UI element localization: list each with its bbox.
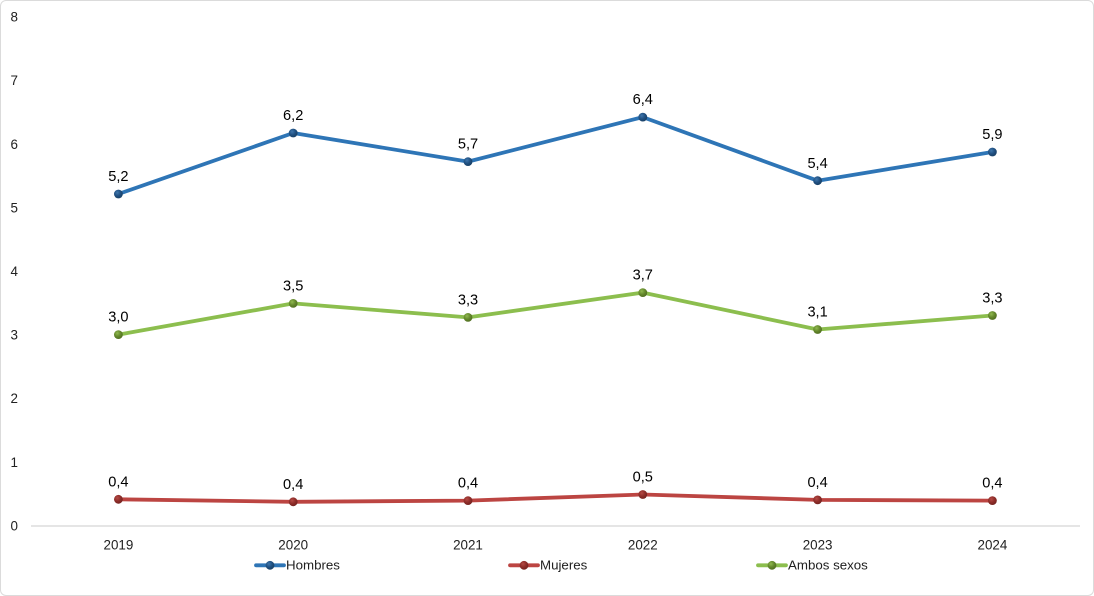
- svg-text:5,9: 5,9: [982, 127, 1002, 143]
- svg-text:0: 0: [11, 518, 18, 533]
- svg-text:5,4: 5,4: [807, 156, 827, 172]
- svg-text:3: 3: [11, 328, 18, 343]
- svg-text:1: 1: [11, 455, 18, 470]
- svg-text:8: 8: [11, 10, 18, 25]
- svg-text:0,5: 0,5: [633, 470, 653, 486]
- svg-text:6,4: 6,4: [633, 92, 653, 108]
- svg-text:2022: 2022: [628, 538, 658, 553]
- svg-text:2019: 2019: [104, 538, 134, 553]
- svg-text:0,4: 0,4: [108, 474, 128, 490]
- svg-text:0,4: 0,4: [458, 476, 478, 492]
- svg-text:2020: 2020: [278, 538, 308, 553]
- svg-text:Mujeres: Mujeres: [540, 558, 588, 573]
- svg-text:6: 6: [11, 137, 18, 152]
- svg-text:2024: 2024: [978, 538, 1008, 553]
- svg-text:2021: 2021: [453, 538, 483, 553]
- svg-text:5,2: 5,2: [108, 169, 128, 185]
- svg-text:3,5: 3,5: [283, 279, 303, 295]
- svg-text:2023: 2023: [803, 538, 833, 553]
- svg-text:Ambos sexos: Ambos sexos: [788, 558, 868, 573]
- svg-text:3,1: 3,1: [807, 305, 827, 321]
- svg-text:3,0: 3,0: [108, 310, 128, 326]
- svg-text:3,3: 3,3: [982, 291, 1002, 307]
- svg-text:3,7: 3,7: [633, 268, 653, 284]
- svg-text:3,3: 3,3: [458, 293, 478, 309]
- svg-text:5: 5: [11, 200, 18, 215]
- svg-text:0,4: 0,4: [283, 477, 303, 493]
- svg-text:5,7: 5,7: [458, 137, 478, 153]
- svg-text:0,4: 0,4: [807, 475, 827, 491]
- svg-text:7: 7: [11, 73, 18, 88]
- svg-text:6,2: 6,2: [283, 108, 303, 124]
- svg-text:0,4: 0,4: [982, 476, 1002, 492]
- svg-text:Hombres: Hombres: [286, 558, 340, 573]
- svg-text:2: 2: [11, 391, 18, 406]
- svg-text:4: 4: [11, 264, 19, 279]
